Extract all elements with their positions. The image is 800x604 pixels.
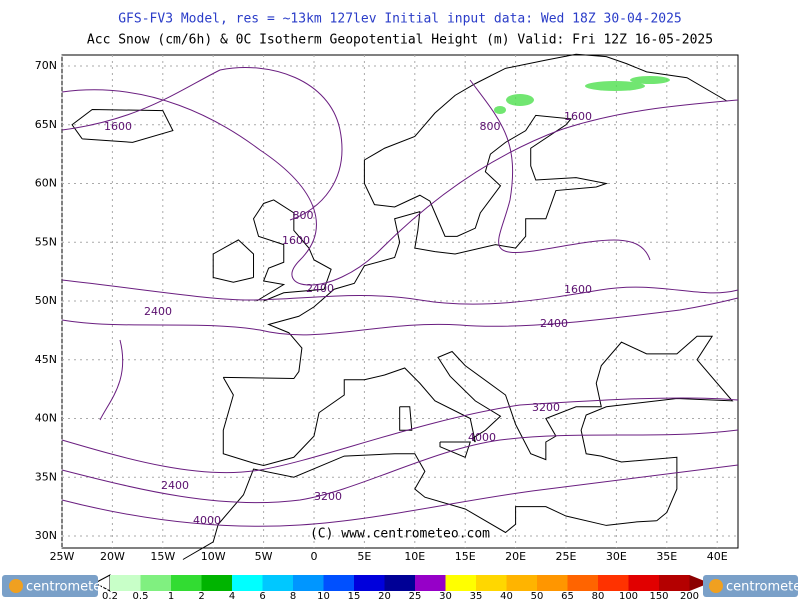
contour-labels: 1600 800 1600 800 1600 2400 1600 2400 2400 3200 40… (104, 110, 592, 527)
colorbar-label: 6 (259, 591, 265, 600)
coastline (252, 199, 332, 302)
colorbar-label: 40 (500, 591, 513, 600)
lat-label: 45N (35, 353, 57, 366)
lon-label: 0 (311, 550, 318, 563)
lon-label: 20W (100, 550, 125, 563)
lat-label: 60N (35, 177, 57, 190)
lon-label: 5E (357, 550, 371, 563)
logo-left: centrometeo (2, 575, 109, 597)
lon-label: 20E (505, 550, 526, 563)
lon-label: 40E (707, 550, 728, 563)
lat-label: 35N (35, 470, 57, 483)
colorbar-label: 50 (531, 591, 544, 600)
colorbar-label: 65 (561, 591, 574, 600)
colorbar-swatch (537, 575, 568, 591)
contour-label: 2400 (144, 305, 172, 318)
colorbar-swatch (201, 575, 232, 591)
logo-text: centrometeo (726, 580, 800, 595)
colorbar-swatch (293, 575, 324, 591)
lon-label: 25W (50, 550, 75, 563)
contour-label: 800 (293, 209, 314, 222)
logo-text: centrometeo (26, 580, 109, 595)
coastlines (71, 53, 734, 560)
colorbar-arrow (689, 575, 710, 591)
colorbar-label: 80 (592, 591, 605, 600)
colorbar-swatch (140, 575, 171, 591)
lat-label: 30N (35, 529, 57, 542)
colorbar-swatch (415, 575, 446, 591)
colorbar-swatch (598, 575, 629, 591)
colorbar-swatch (354, 575, 385, 591)
snow-area (494, 76, 670, 114)
contour-label: 3200 (314, 490, 342, 503)
lat-label: 55N (35, 235, 57, 248)
coastline (222, 335, 734, 522)
coastline (71, 108, 174, 143)
lat-label: 65N (35, 118, 57, 131)
colorbar-swatch (659, 575, 690, 591)
colorbar-label: 2 (198, 591, 204, 600)
contour-label: 4000 (468, 431, 496, 444)
colorbar-swatch (628, 575, 659, 591)
contour-label: 1600 (564, 283, 592, 296)
colorbar-label: 1 (168, 591, 174, 600)
colorbar-label: 8 (290, 591, 296, 600)
lon-label: 35E (656, 550, 677, 563)
coastline (223, 53, 728, 380)
colorbar-swatch (567, 575, 598, 591)
contours (61, 67, 739, 527)
coastline (212, 239, 255, 283)
colorbar-label: 0.5 (133, 591, 149, 600)
colorbar-swatch (262, 575, 293, 591)
title: GFS-FV3 Model, res = ~13km 127lev Initia… (118, 12, 682, 27)
subtitle: Acc Snow (cm/6h) & 0C Isotherm Geopotent… (87, 33, 713, 48)
coastline (182, 453, 657, 560)
lon-label: 15E (455, 550, 476, 563)
contour-label: 1600 (104, 120, 132, 133)
colorbar-label: 10 (317, 591, 330, 600)
lon-label: 15W (150, 550, 175, 563)
colorbar-swatch (323, 575, 354, 591)
colorbar-label: 20 (378, 591, 391, 600)
colorbar-swatch (445, 575, 476, 591)
contour-label: 800 (480, 120, 501, 133)
colorbar-swatch (506, 575, 537, 591)
colorbar-label: 25 (409, 591, 422, 600)
lon-label: 30E (606, 550, 627, 563)
lat-label: 40N (35, 412, 57, 425)
contour-label: 2400 (306, 282, 334, 295)
contour-label: 3200 (532, 401, 560, 414)
contour-label: 1600 (564, 110, 592, 123)
colorbar-label: 30 (439, 591, 452, 600)
credit: (C) www.centrometeo.com (310, 527, 490, 542)
colorbar-swatch (232, 575, 263, 591)
colorbar-label: 100 (619, 591, 638, 600)
lon-label: 10W (201, 550, 226, 563)
colorbar-swatch (384, 575, 415, 591)
logo-right: centrometeo (703, 575, 800, 597)
colorbar-swatch (110, 575, 141, 591)
contour-label: 2400 (161, 479, 189, 492)
lon-label: 10E (404, 550, 425, 563)
lat-label: 70N (35, 59, 57, 72)
colorbar-swatch (476, 575, 507, 591)
colorbar-swatch (171, 575, 202, 591)
colorbar-label: 35 (470, 591, 483, 600)
coastline (399, 406, 413, 431)
contour-label: 1600 (282, 234, 310, 247)
colorbar: 0.2 0.5 1 2 4 6 8 10 15 20 25 30 35 40 50 65 80 100 150 200 (93, 574, 710, 602)
colorbar-label: 15 (348, 591, 361, 600)
colorbar-label: 200 (680, 591, 699, 600)
contour-label: 4000 (193, 514, 221, 527)
coastline (439, 441, 471, 458)
colorbar-label: 4 (229, 591, 235, 600)
colorbar-label: 0.2 (102, 591, 118, 600)
lon-label: 5W (255, 550, 273, 563)
lon-label: 25E (556, 550, 577, 563)
lat-label: 50N (35, 294, 57, 307)
contour-label: 2400 (540, 317, 568, 330)
colorbar-label: 150 (649, 591, 668, 600)
